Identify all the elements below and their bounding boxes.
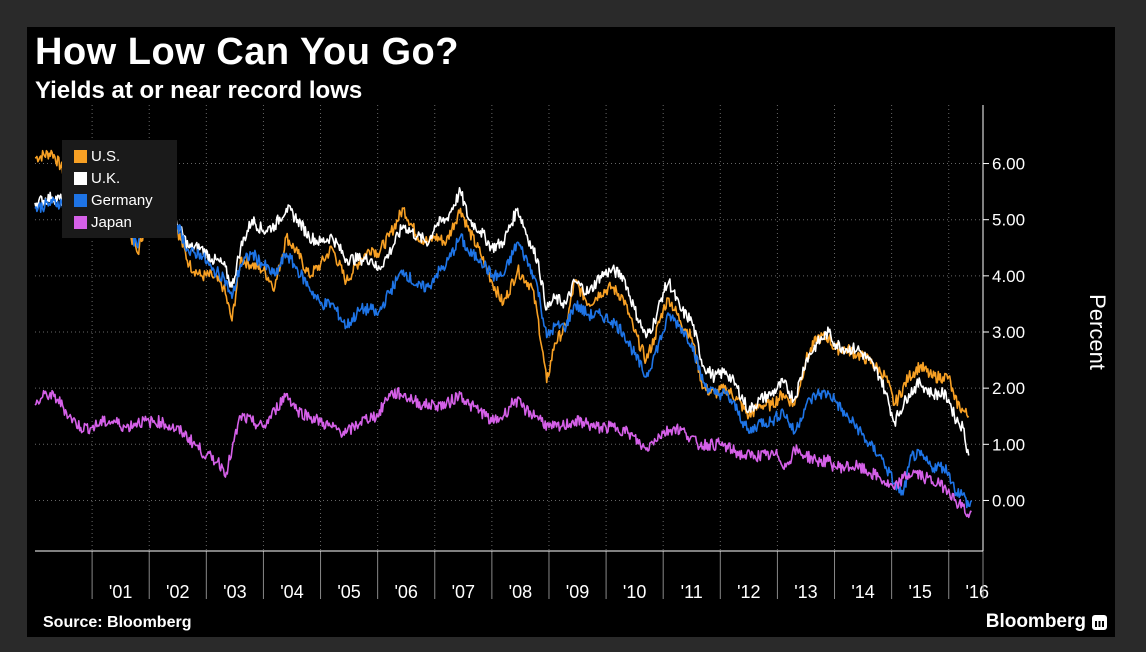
x-tick-label: '16	[966, 582, 989, 602]
bloomberg-icon	[1092, 614, 1107, 630]
x-tick-label: '03	[223, 582, 246, 602]
y-tick-label: 4.00	[992, 267, 1025, 286]
chart-frame: How Low Can You Go? Yields at or near re…	[27, 27, 1115, 637]
x-tick-label: '02	[166, 582, 189, 602]
x-tick-label: '08	[509, 582, 532, 602]
legend-label-uk: U.K.	[91, 170, 121, 187]
y-tick-label: 6.00	[992, 155, 1025, 174]
legend-item-japan: Japan	[74, 214, 132, 231]
chart-title: How Low Can You Go?	[35, 31, 459, 73]
x-tick-label: '05	[337, 582, 360, 602]
x-tick-label: '09	[566, 582, 589, 602]
x-tick-label: '13	[794, 582, 817, 602]
series-lines	[34, 149, 973, 519]
legend-item-germany: Germany	[74, 192, 153, 209]
axes: 0.00 1.00 2.00 3.00 4.00 5.00 6.00 '01 '02 '03 '04…	[35, 105, 1110, 602]
legend-label-japan: Japan	[91, 214, 132, 231]
y-tick-label: 0.00	[992, 491, 1025, 510]
brand-name: Bloomberg	[985, 611, 1086, 632]
line-chart: 0.00 1.00 2.00 3.00 4.00 5.00 6.00 '01 '02 '03 '04…	[34, 105, 1110, 602]
series-line-germany	[34, 196, 973, 509]
legend-swatch-germany	[74, 194, 87, 207]
x-tick-label: '01	[109, 582, 132, 602]
series-line-japan	[34, 387, 972, 519]
series-line-us	[34, 149, 970, 420]
y-tick-label: 1.00	[992, 435, 1025, 454]
chart-subtitle: Yields at or near record lows	[35, 77, 363, 104]
brand-logo: Bloomberg	[986, 611, 1107, 633]
source-note: Source: Bloomberg	[43, 614, 192, 631]
legend-item-us: U.S.	[74, 148, 120, 165]
legend-swatch-japan	[74, 216, 87, 229]
x-tick-label: '07	[452, 582, 475, 602]
legend-label-germany: Germany	[91, 192, 153, 209]
x-tick-label: '06	[394, 582, 417, 602]
x-tick-label: '10	[623, 582, 646, 602]
x-tick-label: '04	[280, 582, 303, 602]
x-tick-label: '11	[681, 582, 703, 602]
chart-legend: U.S. U.K. Germany Japan	[62, 140, 177, 238]
legend-label-us: U.S.	[91, 148, 121, 165]
grid-lines	[35, 105, 983, 551]
legend-item-uk: U.K.	[74, 170, 120, 187]
legend-swatch-us	[74, 150, 87, 163]
x-tick-label: '15	[908, 582, 931, 602]
y-axis-title: Percent	[1085, 294, 1110, 370]
y-tick-label: 5.00	[992, 211, 1025, 230]
series-line-uk	[34, 187, 970, 456]
y-tick-label: 3.00	[992, 323, 1025, 342]
x-tick-label: '12	[737, 582, 760, 602]
x-tick-label: '14	[851, 582, 874, 602]
y-tick-label: 2.00	[992, 379, 1025, 398]
legend-swatch-uk	[74, 172, 87, 185]
